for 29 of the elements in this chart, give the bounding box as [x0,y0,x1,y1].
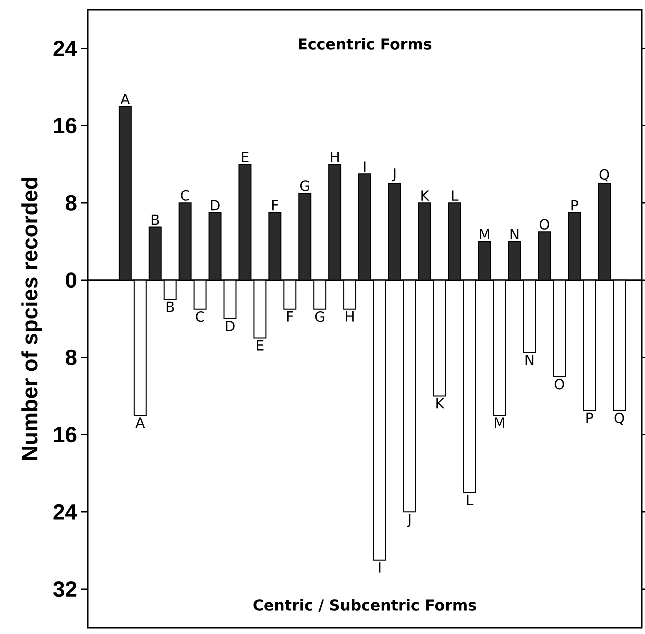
x-tick-label: G [315,312,324,322]
category-label: B [166,302,174,312]
category-label: M [495,418,504,428]
x-tick-label: C [196,312,204,322]
category-label: N [526,354,534,366]
category-label: Q [614,412,624,426]
x-tick-label: H [346,312,354,322]
y-tick-label: 16 [54,427,77,443]
annotation: Centric / Subcentric Forms [254,599,476,612]
x-tick-label: F [287,312,294,322]
y-tick-label: 8 [66,195,77,211]
category-label: A [120,94,130,104]
y-axis-title: Number of spcies recorded [22,178,42,460]
y-tick-label: 8 [66,350,77,366]
category-label: I [379,562,381,573]
category-label: K [436,398,445,409]
category-label: D [226,321,235,332]
category-label: H [331,152,339,162]
category-label: O [554,379,564,390]
y-tick-label: 24 [54,40,78,56]
category-label: G [300,180,310,192]
annotation: Eccentric Forms [299,38,432,50]
y-tick-label: 16 [54,118,77,134]
category-label: E [257,340,264,351]
y-tick-label: 24 [54,504,78,520]
y-tick-label: 0 [66,272,77,288]
y-tick-label: 32 [54,582,77,598]
category-label: L [467,494,474,506]
category-label: P [586,412,594,424]
